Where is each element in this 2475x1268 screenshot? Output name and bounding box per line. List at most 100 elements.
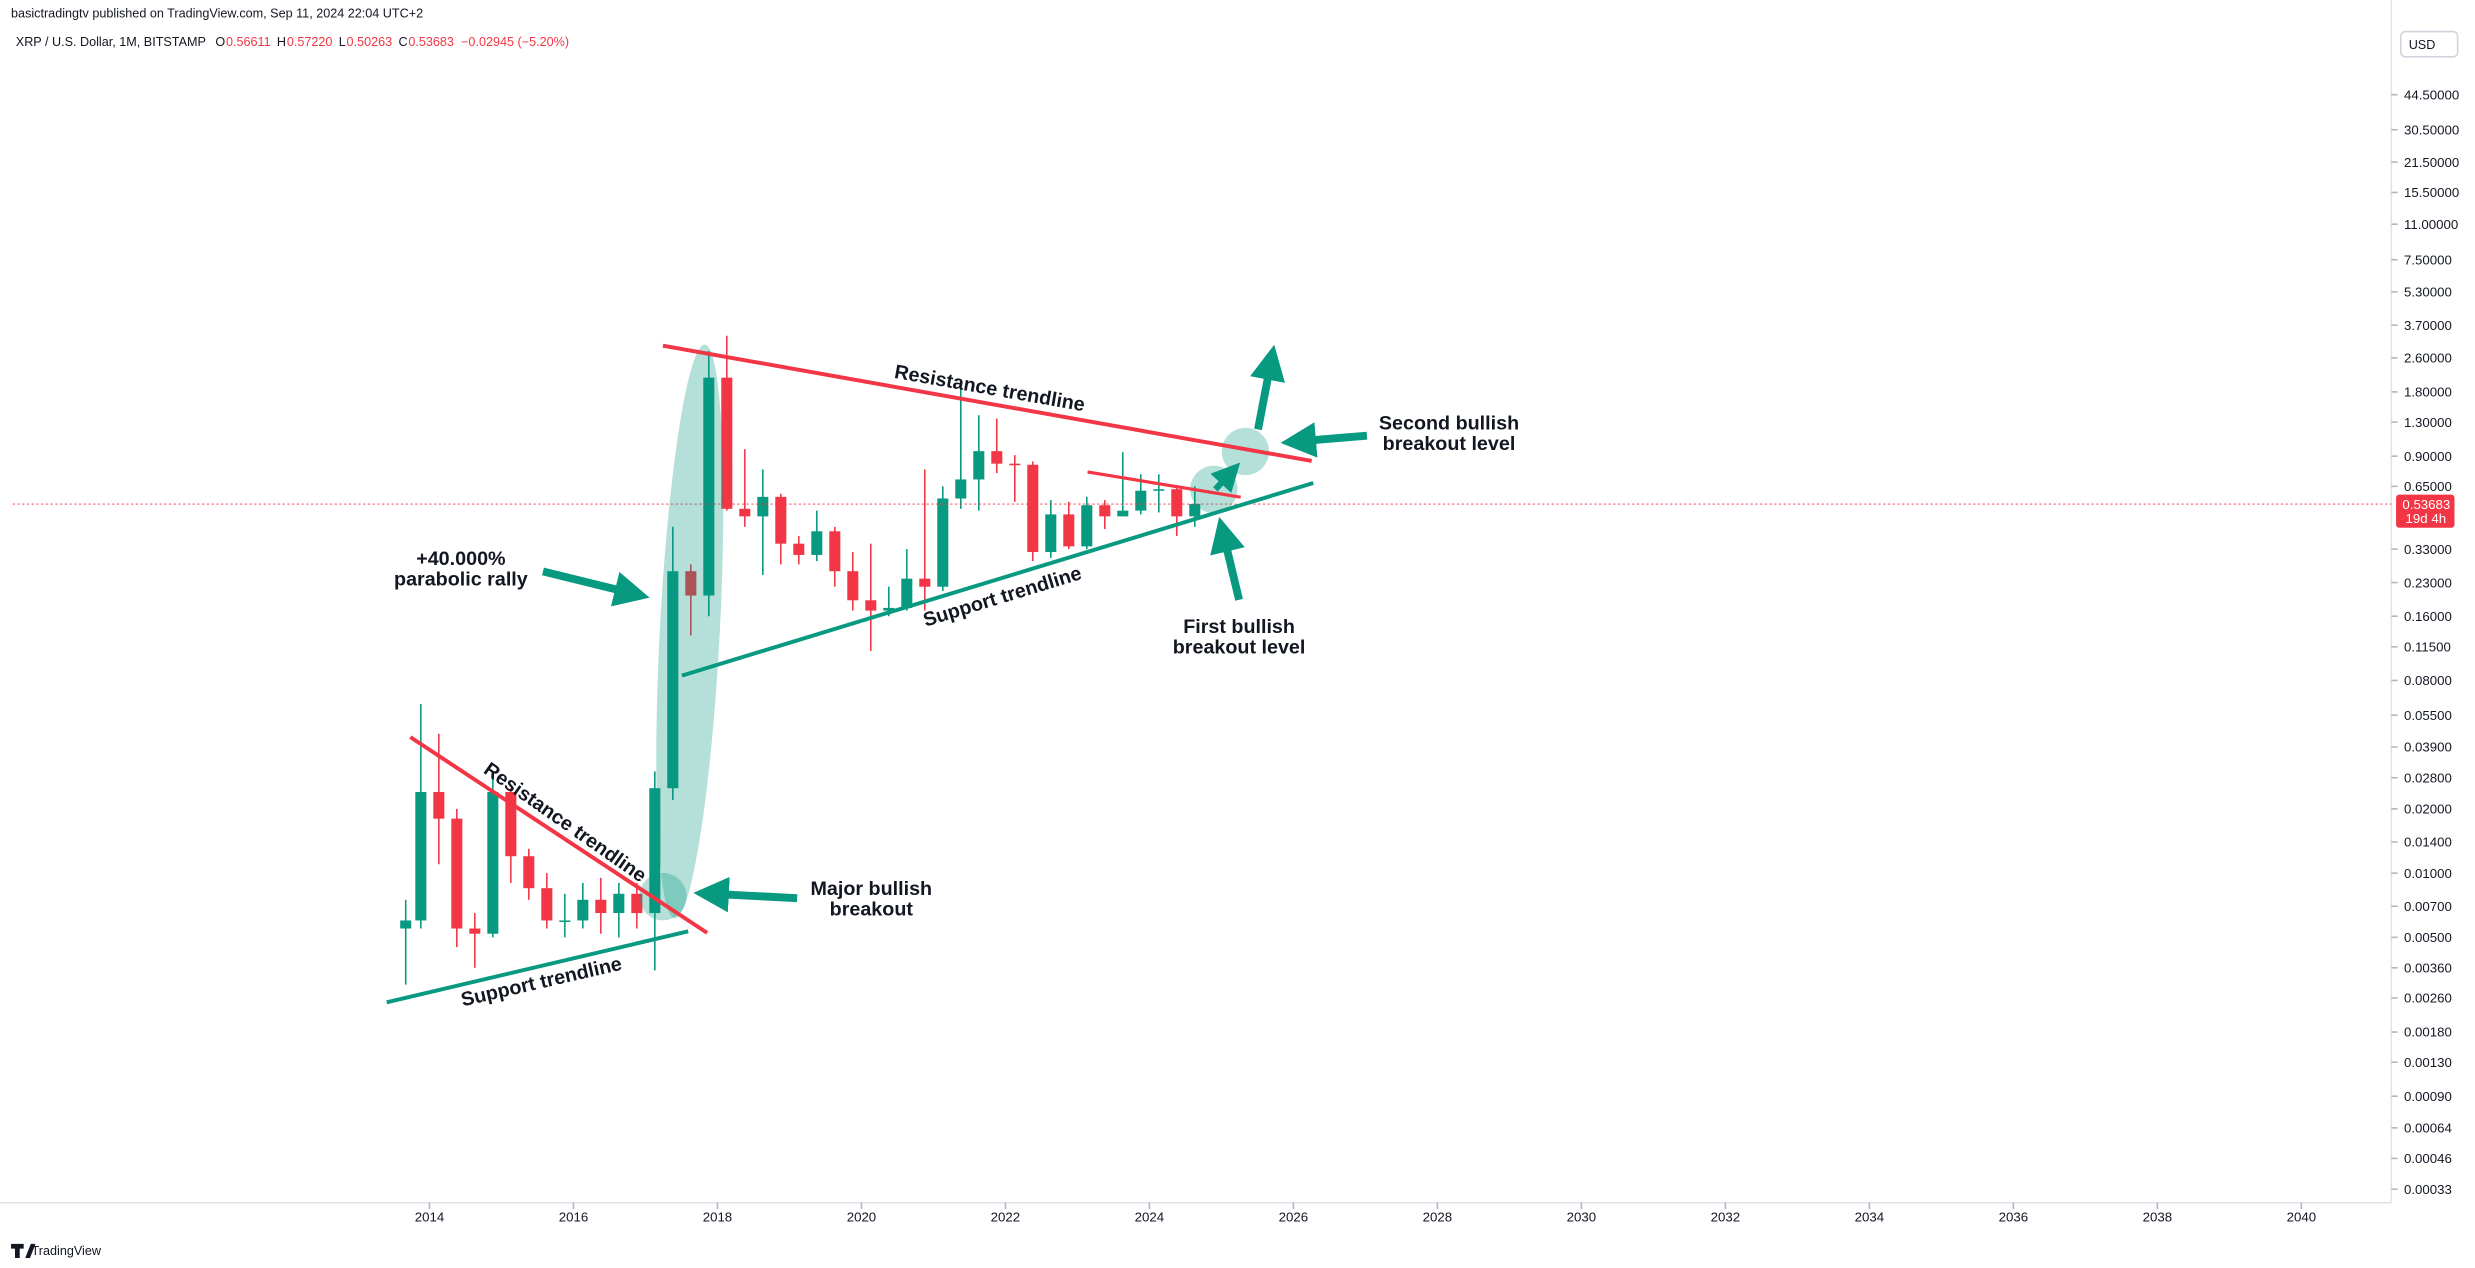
candle-body bbox=[1117, 510, 1129, 517]
candle-body bbox=[685, 571, 697, 596]
annotation: Major bullish bbox=[810, 878, 932, 900]
x-tick-label: 2036 bbox=[1999, 1210, 2028, 1225]
candle-body bbox=[1153, 489, 1165, 491]
candle-body bbox=[739, 508, 751, 517]
legend-value: −0.02945 (−5.20%) bbox=[461, 35, 569, 49]
y-tick-label: 11.00000 bbox=[2404, 217, 2458, 232]
y-tick-label: 0.00260 bbox=[2404, 991, 2452, 1006]
candle-body bbox=[1063, 514, 1075, 547]
y-tick-label: 21.50000 bbox=[2404, 155, 2459, 170]
last-price-badge bbox=[2396, 494, 2455, 528]
y-tick-label: 0.33000 bbox=[2404, 542, 2452, 557]
candle-body bbox=[1081, 505, 1093, 547]
candle-body bbox=[487, 791, 499, 934]
candle-body bbox=[469, 928, 481, 934]
y-tick-label: 3.70000 bbox=[2404, 318, 2452, 333]
y-tick-label: 1.30000 bbox=[2404, 415, 2452, 430]
x-tick-label: 2016 bbox=[559, 1210, 588, 1225]
x-tick-label: 2040 bbox=[2287, 1210, 2316, 1225]
brand-logo: TradingView bbox=[11, 1243, 102, 1259]
candle-body bbox=[415, 791, 427, 921]
candle-body bbox=[937, 498, 949, 587]
candle-body bbox=[865, 600, 877, 611]
y-tick-label: 0.90000 bbox=[2404, 449, 2452, 464]
annotation: Second bullish bbox=[1379, 412, 1519, 434]
publisher: basictradingtv published on TradingView.… bbox=[11, 6, 423, 20]
candle-body bbox=[973, 451, 985, 480]
candle-body bbox=[1135, 490, 1147, 511]
support-line bbox=[681, 481, 1314, 678]
x-tick-label: 2014 bbox=[415, 1210, 444, 1225]
y-tick-label: 0.00700 bbox=[2404, 899, 2452, 914]
y-tick-label: 0.01400 bbox=[2404, 835, 2452, 850]
candle-body bbox=[433, 791, 445, 819]
y-tick-label: 0.05500 bbox=[2404, 708, 2452, 723]
candle-body bbox=[541, 888, 553, 921]
y-tick-label: 0.65000 bbox=[2404, 479, 2452, 494]
candle-body bbox=[1099, 505, 1111, 517]
symbol: XRP / U.S. Dollar, 1M, BITSTAMP bbox=[16, 35, 206, 49]
y-tick-label: 7.50000 bbox=[2404, 252, 2452, 267]
candle-body bbox=[523, 856, 535, 889]
candle-body bbox=[649, 788, 661, 914]
breakout-circle bbox=[639, 872, 687, 921]
symbol-legend: XRP / U.S. Dollar, 1M, BITSTAMP O 0.56611… bbox=[16, 35, 569, 49]
candle-body bbox=[901, 578, 913, 608]
candle-body bbox=[991, 451, 1003, 464]
candle-body bbox=[775, 496, 787, 544]
y-tick-label: 30.50000 bbox=[2404, 122, 2459, 137]
candle-body bbox=[721, 377, 733, 509]
brand: TradingView bbox=[32, 1244, 102, 1258]
plot bbox=[12, 93, 2398, 1210]
candle-body bbox=[667, 571, 679, 789]
candle-body bbox=[631, 893, 643, 914]
y-tick-label: 1.80000 bbox=[2404, 385, 2452, 400]
candle-body bbox=[1009, 463, 1021, 466]
legend-label: C bbox=[398, 35, 407, 49]
x-tick-label: 2024 bbox=[1135, 1210, 1164, 1225]
y-tick-label: 0.00500 bbox=[2404, 930, 2452, 945]
y-tick-label: 0.00360 bbox=[2404, 961, 2452, 976]
y-tick-label: 0.11500 bbox=[2404, 640, 2451, 655]
y-tick-label: 0.00090 bbox=[2404, 1089, 2452, 1104]
candle-body bbox=[577, 899, 589, 921]
candle-body bbox=[1045, 514, 1057, 552]
y-tick-label: 0.01000 bbox=[2404, 866, 2452, 881]
legend-label: L bbox=[339, 35, 346, 49]
y-tick-label: 2.60000 bbox=[2404, 351, 2452, 366]
arrow bbox=[693, 876, 798, 913]
candle-body bbox=[955, 479, 967, 499]
currency-button[interactable] bbox=[2400, 30, 2459, 58]
candle-body bbox=[829, 531, 841, 572]
resistance-line bbox=[409, 735, 709, 935]
candle-body bbox=[847, 571, 859, 601]
y-tick-label: 0.00033 bbox=[2404, 1182, 2452, 1197]
annotation: +40.000% bbox=[416, 548, 506, 570]
resistance-line bbox=[662, 343, 1313, 463]
x-tick-label: 2030 bbox=[1567, 1210, 1596, 1225]
x-tick-label: 2018 bbox=[703, 1210, 732, 1225]
candle-body bbox=[703, 377, 715, 596]
legend-value: 0.56611 bbox=[226, 35, 271, 49]
arrow bbox=[1210, 516, 1245, 601]
y-tick-label: 0.02800 bbox=[2404, 770, 2452, 785]
legend-value: 0.57220 bbox=[287, 35, 333, 49]
candle-body bbox=[883, 607, 895, 611]
candle-body bbox=[613, 893, 625, 914]
annotation: breakout level bbox=[1173, 636, 1306, 658]
last-price-label: 0.53683 bbox=[2402, 497, 2450, 512]
y-tick-label: 0.00064 bbox=[2404, 1121, 2452, 1136]
x-tick-label: 2034 bbox=[1855, 1210, 1884, 1225]
x-tick-label: 2022 bbox=[991, 1210, 1020, 1225]
x-tick-label: 2020 bbox=[847, 1210, 876, 1225]
candle-body bbox=[505, 791, 517, 857]
legend-label: H bbox=[277, 35, 286, 49]
annotation: breakout level bbox=[1383, 433, 1516, 455]
candle-body bbox=[1027, 464, 1039, 552]
y-tick-label: 5.30000 bbox=[2404, 285, 2452, 300]
y-tick-label: 0.02000 bbox=[2404, 802, 2452, 817]
x-tick-label: 2028 bbox=[1423, 1210, 1452, 1225]
y-tick-label: 0.08000 bbox=[2404, 673, 2452, 688]
